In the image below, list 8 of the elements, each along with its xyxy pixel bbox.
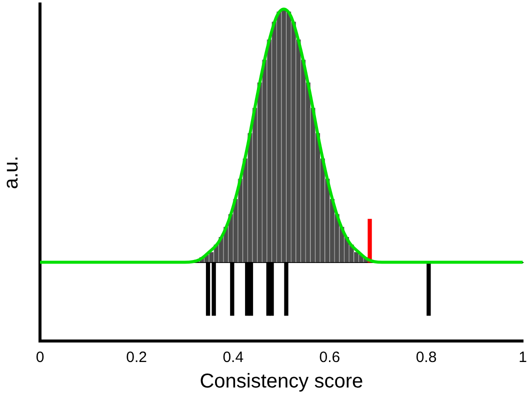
x-tick-label: 0.2 [126, 349, 147, 366]
x-tick-label: 0.8 [416, 349, 437, 366]
x-tick-label: 0.4 [222, 349, 244, 366]
y-axis-title: a.u. [0, 156, 23, 190]
x-axis-title: Consistency score [200, 370, 364, 393]
x-tick-label: 0 [36, 349, 44, 366]
x-tick-label: 0.6 [319, 349, 340, 366]
x-tick-label: 1 [518, 349, 527, 366]
